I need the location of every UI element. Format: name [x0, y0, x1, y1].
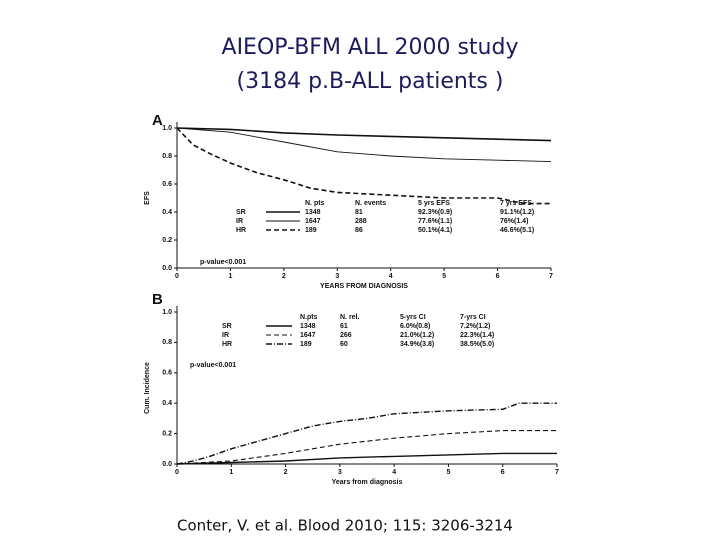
- x-tick-label: 2: [284, 469, 288, 476]
- y-tick-label: 0.4: [162, 400, 172, 407]
- legend-cell: 1348: [300, 323, 316, 330]
- x-tick-label: 0: [175, 273, 179, 280]
- legend-header: N.pts: [300, 314, 318, 321]
- legend-header: 7 yrs EFS: [500, 200, 532, 207]
- legend-cell: 60: [340, 341, 348, 348]
- legend-cell: 50.1%(4.1): [418, 227, 452, 234]
- legend-cell: 266: [340, 332, 352, 339]
- legend-name: IR: [236, 218, 243, 225]
- citation: Conter, V. et al. Blood 2010; 115: 3206-…: [177, 517, 513, 535]
- x-tick-label: 1: [229, 469, 233, 476]
- x-tick-label: 6: [496, 273, 500, 280]
- x-tick-label: 4: [389, 273, 393, 280]
- y-tick-label: 1.0: [162, 125, 172, 132]
- y-axis-label: EFS: [144, 191, 151, 205]
- km-curve: [176, 127, 552, 163]
- km-curve: [176, 402, 557, 465]
- legend-cell: 21.0%(1.2): [400, 332, 434, 339]
- y-tick-label: 0.8: [162, 339, 172, 346]
- panel-label: B: [152, 291, 163, 308]
- p-value: p-value<0.001: [190, 362, 236, 369]
- x-tick-label: 2: [282, 273, 286, 280]
- legend-cell: 76%(1.4): [500, 218, 528, 225]
- x-tick-label: 3: [335, 273, 339, 280]
- legend-cell: 38.5%(5.0): [460, 341, 494, 348]
- y-tick-label: 0.6: [162, 370, 172, 377]
- legend-name: SR: [236, 209, 246, 216]
- y-tick-label: 0.2: [162, 430, 172, 437]
- x-tick-label: 7: [555, 469, 559, 476]
- y-tick-label: 1.0: [162, 309, 172, 316]
- x-axis-label: YEARS FROM DIAGNOSIS: [320, 283, 408, 290]
- x-tick-label: 4: [392, 469, 396, 476]
- legend-header: N. pts: [305, 200, 325, 207]
- legend-header: N. events: [355, 200, 386, 207]
- legend-name: SR: [222, 323, 232, 330]
- legend-cell: 91.1%(1.2): [500, 209, 534, 216]
- y-tick-label: 0.0: [162, 265, 172, 272]
- legend-cell: 77.6%(1.1): [418, 218, 452, 225]
- legend-cell: 1647: [300, 332, 316, 339]
- legend-cell: 1348: [305, 209, 321, 216]
- legend-cell: 7.2%(1.2): [460, 323, 490, 330]
- legend-cell: 22.3%(1.4): [460, 332, 494, 339]
- km-curve: [176, 127, 552, 142]
- legend-cell: 81: [355, 209, 363, 216]
- x-tick-label: 5: [446, 469, 450, 476]
- legend-cell: 61: [340, 323, 348, 330]
- legend-cell: 46.6%(5.1): [500, 227, 534, 234]
- y-tick-label: 0.4: [162, 209, 172, 216]
- x-tick-label: 5: [442, 273, 446, 280]
- legend-cell: 86: [355, 227, 363, 234]
- x-tick-label: 6: [501, 469, 505, 476]
- legend-cell: 6.0%(0.8): [400, 323, 430, 330]
- slide-subtitle: (3184 p.B-ALL patients ): [237, 69, 504, 94]
- km-curve: [176, 452, 557, 465]
- legend-cell: 34.9%(3.8): [400, 341, 434, 348]
- panel-label: A: [152, 112, 163, 129]
- y-axis-label: Cum. Incidence: [144, 362, 151, 414]
- legend-header: 5 yrs EFS: [418, 200, 450, 207]
- legend-header: N. rel.: [340, 314, 360, 321]
- legend-header: 5-yrs CI: [400, 314, 426, 321]
- km-curve: [176, 430, 557, 465]
- x-tick-label: 3: [338, 469, 342, 476]
- x-tick-label: 1: [228, 273, 232, 280]
- y-tick-label: 0.2: [162, 237, 172, 244]
- legend-cell: 288: [355, 218, 367, 225]
- x-tick-label: 7: [549, 273, 553, 280]
- x-tick-label: 0: [175, 469, 179, 476]
- legend-cell: 1647: [305, 218, 321, 225]
- y-tick-label: 0.0: [162, 461, 172, 468]
- legend-name: IR: [222, 332, 229, 339]
- legend-header: 7-yrs CI: [460, 314, 486, 321]
- legend-cell: 189: [305, 227, 317, 234]
- km-curve: [176, 127, 551, 205]
- y-tick-label: 0.6: [162, 181, 172, 188]
- legend-name: HR: [236, 227, 246, 234]
- legend-name: HR: [222, 341, 232, 348]
- legend-cell: 92.3%(0.9): [418, 209, 452, 216]
- legend-cell: 189: [300, 341, 312, 348]
- x-axis-label: Years from diagnosis: [332, 479, 403, 486]
- slide-title: AIEOP-BFM ALL 2000 study: [222, 35, 519, 60]
- p-value: p-value<0.001: [200, 259, 246, 266]
- y-tick-label: 0.8: [162, 153, 172, 160]
